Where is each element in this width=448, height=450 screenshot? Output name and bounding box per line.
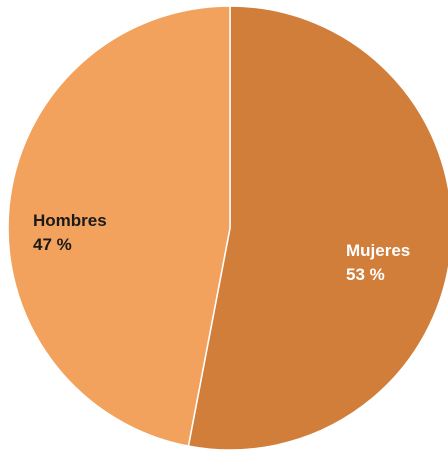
slice-value-mujeres: 53 % [346,265,385,284]
slice-value-hombres: 47 % [33,235,72,254]
pie-slice-hombres [7,5,231,447]
pie-slices [7,5,448,450]
pie-labels: Mujeres 53 % Hombres 47 % [33,211,410,284]
pie-slice-mujeres [187,5,448,450]
slice-label-hombres: Hombres [33,211,107,230]
slice-label-mujeres: Mujeres [346,241,410,260]
